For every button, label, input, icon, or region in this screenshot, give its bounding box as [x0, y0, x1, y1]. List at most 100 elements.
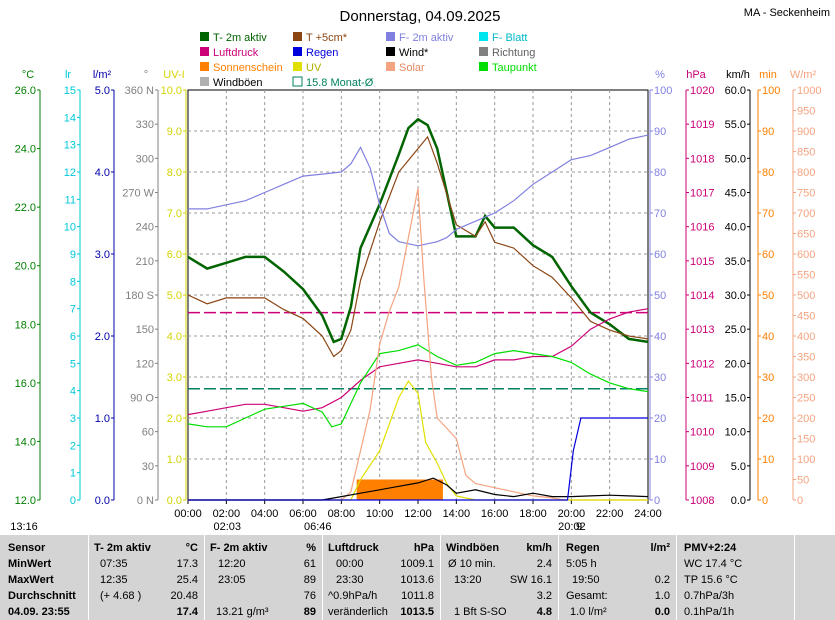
axis-tick-label: 40: [762, 331, 774, 343]
axis-tick-label: 10.0: [161, 85, 182, 97]
footer-f2m-header: F- 2m aktiv: [210, 542, 268, 554]
axis-tick-label: 20.0: [15, 261, 36, 273]
footer-cell: 0.2: [654, 574, 670, 586]
footer-cell: 17.3: [176, 558, 198, 570]
axis-tick-label: 30: [762, 372, 774, 384]
axis-tick-label: 3.0: [95, 249, 110, 261]
footer-cell: 3.2: [536, 590, 552, 602]
axis-tick-label: 330: [136, 119, 154, 131]
footer-cell: 89: [303, 574, 316, 586]
station-name: MA - Seckenheim: [744, 7, 830, 19]
x-tick-label: 08:00: [328, 508, 356, 520]
axis-tick-label: 1: [70, 468, 76, 480]
legend-swatch: [293, 47, 302, 56]
axis-tick-label: 300: [136, 153, 154, 165]
legend-label: Taupunkt: [492, 62, 537, 74]
axis-tick-label: 450: [797, 311, 815, 323]
axis-tick-label: 1012: [690, 358, 714, 370]
axis-tick-label: 60: [762, 249, 774, 261]
axis-tick-label: 5.0: [731, 461, 746, 473]
x-tick-label: 16:00: [481, 508, 509, 520]
footer-cell: 61: [303, 558, 316, 570]
axis-tick-label: 25.0: [725, 324, 746, 336]
footer-regen-col: Regen l/m² 5:05 h 19:50 0.2 Gesamt: 1.0 …: [564, 535, 676, 620]
axis-tick-label: 24.0: [15, 144, 36, 156]
axis-unit-label: hPa: [686, 69, 706, 81]
legend-swatch: [479, 62, 488, 71]
legend-swatch: [479, 32, 488, 41]
axis-tick-label: 350: [797, 352, 815, 364]
footer-divider: [676, 535, 677, 620]
axis-tick-label: 26.0: [15, 85, 36, 97]
footer-divider: [440, 535, 441, 620]
footer-t2m-unit: °C: [185, 542, 198, 554]
axis-tick-label: 0: [70, 495, 76, 507]
legend-item: Wind*: [386, 47, 429, 59]
legend-label: Regen: [306, 47, 338, 59]
legend-item: F- Blatt: [479, 32, 527, 44]
plot-area: 13:16 02:03 06:46 20:029: [10, 117, 649, 533]
axis-tick-label: 180 S: [125, 290, 154, 302]
x-tick-label: 02:00: [213, 508, 241, 520]
axis-tick-label: 800: [797, 167, 815, 179]
axis-tick-label: 40: [654, 331, 666, 343]
footer-sensor-header: Sensor: [8, 542, 46, 554]
legend-swatch: [479, 47, 488, 56]
axis-unit-label: °: [144, 69, 148, 81]
x-tick-label: 20:00: [558, 508, 586, 520]
series-line: [187, 308, 649, 416]
legend-item: Richtung: [479, 47, 535, 59]
axis-tick-label: 550: [797, 270, 815, 282]
footer-cell: 13.21 g/m³: [216, 606, 269, 618]
footer-row-label: MinWert: [8, 558, 52, 570]
axis-tick-label: 1017: [690, 188, 714, 200]
footer-cell: 1011.8: [401, 590, 434, 602]
axis-tick-label: 650: [797, 229, 815, 241]
legend-item: UV: [293, 62, 322, 74]
x-tick-label: 06:00: [289, 508, 317, 520]
axis-unit-label: %: [655, 69, 665, 81]
axis-tick-label: 50: [762, 290, 774, 302]
legend-label: T- 2m aktiv: [213, 32, 267, 44]
axis-tick-label: 1019: [690, 119, 714, 131]
series-line: [188, 380, 648, 501]
footer-divider: [794, 535, 795, 620]
legend-label: T +5cm*: [306, 32, 348, 44]
legend-swatch: [386, 62, 395, 71]
footer-cell: 2.4: [536, 558, 552, 570]
footer-boeen-unit: km/h: [526, 542, 552, 554]
axis-tick-label: 30: [142, 461, 154, 473]
axis-tick-label: 9: [70, 249, 76, 261]
axis-tick-label: 900: [797, 126, 815, 138]
legend-swatch: [200, 77, 209, 86]
footer-cell: 17.4: [176, 606, 198, 618]
sunshine-bar: [356, 479, 443, 500]
axis-tick-label: 60.0: [725, 85, 746, 97]
axis-tick-label: 1009: [690, 461, 714, 473]
axis-tick-label: 1011: [690, 393, 714, 405]
axis-tick-label: 20: [654, 413, 666, 425]
axis-tick-label: 5.0: [95, 85, 110, 97]
footer-divider: [204, 535, 205, 620]
footer-boeen-col: Windböen km/h Ø 10 min. 2.4 13:20 SW 16.…: [446, 535, 558, 620]
footer-row-label: MaxWert: [8, 574, 54, 586]
legend-swatch: [200, 62, 209, 71]
footer-row-label: 04.09. 23:55: [8, 606, 70, 618]
axis-tick-label: 14: [64, 112, 76, 124]
axis-tick-label: 8: [70, 276, 76, 288]
axis-tick-label: 750: [797, 188, 815, 200]
axis-tick-label: 10.0: [725, 427, 746, 439]
chart-title: Donnerstag, 04.09.2025: [340, 8, 501, 25]
axis-tick-label: 50: [654, 290, 666, 302]
series-line: [188, 417, 648, 501]
legend-label: Sonnenschein: [213, 62, 283, 74]
axis-tick-label: 1015: [690, 256, 714, 268]
axis-tick-label: 0 N: [137, 495, 154, 507]
axis-tick-label: 1000: [797, 85, 821, 97]
axis-tick-label: 3.0: [167, 372, 182, 384]
axis-tick-label: 100: [762, 85, 780, 97]
footer-cell: 4.8: [536, 606, 552, 618]
footer-cell: 1.0 l/m²: [570, 606, 607, 618]
footer-cell: Gesamt:: [566, 590, 608, 602]
axis-tick-label: 4.0: [95, 167, 110, 179]
